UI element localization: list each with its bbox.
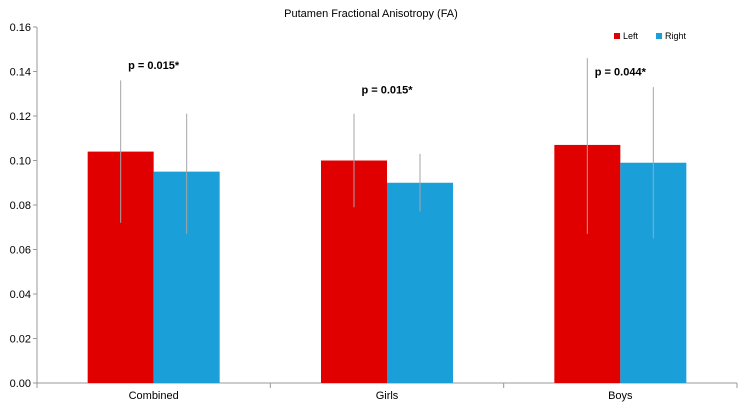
p-value-annotation: p = 0.015* [128, 60, 180, 72]
legend: Left Right [614, 31, 687, 41]
y-tick-label: 0.12 [10, 111, 31, 123]
bars [87, 144, 687, 383]
annotations: p = 0.015* p = 0.015* p = 0.044* [128, 60, 646, 96]
y-tick-label: 0.04 [10, 289, 31, 301]
y-tick-label: 0.08 [10, 200, 31, 212]
legend-label: Right [665, 31, 687, 41]
y-tick-label: 0.10 [10, 156, 31, 168]
y-tick-label: 0.00 [10, 378, 31, 390]
y-tick-label: 0.06 [10, 245, 31, 257]
x-tick-label: Girls [376, 390, 399, 402]
x-tick-label: Boys [608, 390, 633, 402]
y-tick-label: 0.16 [10, 22, 31, 34]
legend-swatch [614, 33, 620, 39]
x-axis: Combined Girls Boys [36, 382, 738, 402]
y-axis: 0.00 0.02 0.04 0.06 0.08 0.10 0.12 0.14 0.16 [10, 22, 38, 390]
y-tick-label: 0.14 [10, 67, 31, 79]
p-value-annotation: p = 0.044* [595, 67, 647, 79]
x-tick-label: Combined [129, 390, 179, 402]
p-value-annotation: p = 0.015* [361, 84, 413, 96]
chart-title: Putamen Fractional Anisotropy (FA) [284, 8, 458, 20]
legend-swatch [656, 33, 662, 39]
error-bars [120, 58, 654, 239]
bar [387, 182, 453, 383]
legend-label: Left [623, 31, 639, 41]
y-tick-label: 0.02 [10, 334, 31, 346]
